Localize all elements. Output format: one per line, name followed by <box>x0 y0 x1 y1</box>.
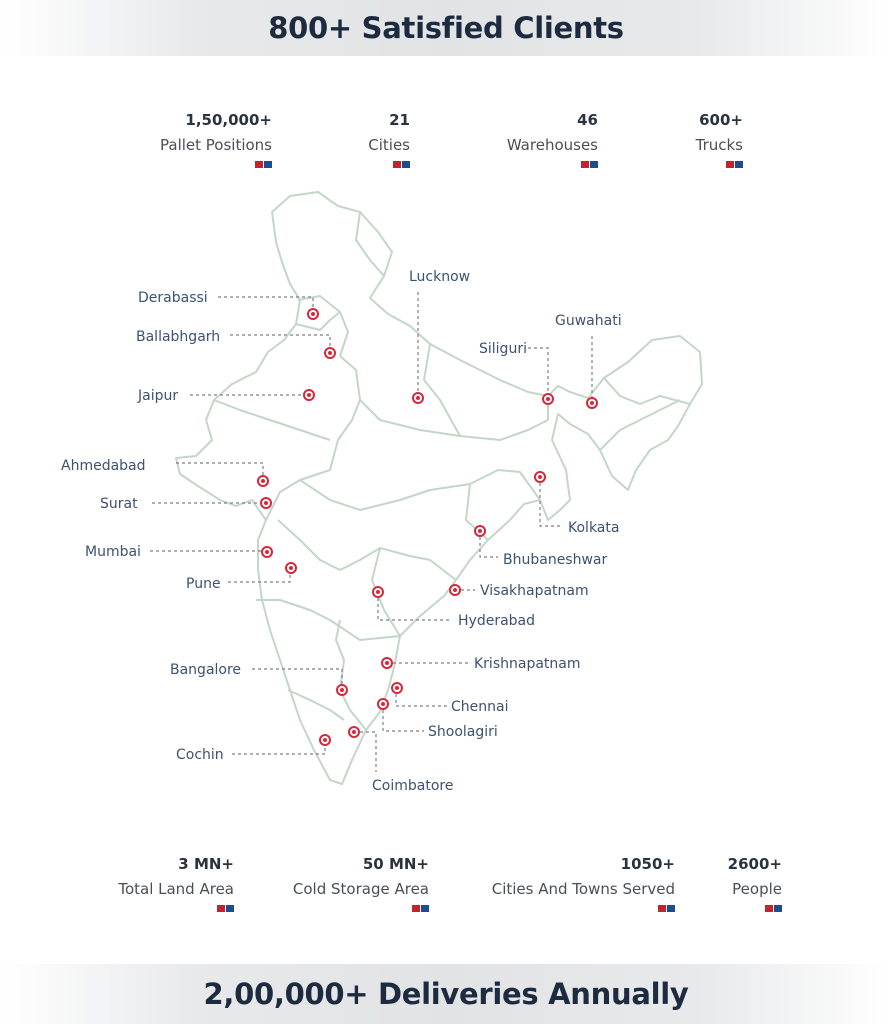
stat-warehouses: 46 Warehouses <box>478 111 598 168</box>
marker-icon <box>534 471 546 483</box>
stat-value: 600+ <box>699 111 743 129</box>
stat-label: People <box>732 880 782 898</box>
marker-icon <box>336 684 348 696</box>
map-outline <box>175 191 703 785</box>
stat-cities: 21 Cities <box>330 111 410 168</box>
flag-icon <box>120 161 272 168</box>
marker-icon <box>261 546 273 558</box>
city-label-guwahati: Guwahati <box>555 313 622 329</box>
city-labels: Lucknow Derabassi Ballabhgarh Jaipur Sil… <box>61 269 622 794</box>
stat-value: 2600+ <box>727 855 782 873</box>
city-label-bhubaneshwar: Bhubaneshwar <box>503 552 607 568</box>
marker-icon <box>391 682 403 694</box>
city-label-lucknow: Lucknow <box>409 269 470 285</box>
stat-value: 3 MN+ <box>178 855 234 873</box>
city-label-chennai: Chennai <box>451 699 508 715</box>
flag-icon <box>470 905 675 912</box>
marker-icon <box>257 475 269 487</box>
marker-icon <box>348 726 360 738</box>
flag-icon <box>478 161 598 168</box>
city-label-ballabhgarh: Ballabhgarh <box>136 329 220 345</box>
stat-cities-towns-served: 1050+ Cities And Towns Served <box>470 855 675 912</box>
flag-icon <box>330 161 410 168</box>
flag-icon <box>100 905 234 912</box>
city-label-kolkata: Kolkata <box>568 520 619 536</box>
footer-banner: 2,00,000+ Deliveries Annually <box>0 964 892 1024</box>
city-label-coimbatore: Coimbatore <box>372 778 453 794</box>
marker-icon <box>377 698 389 710</box>
header-title: 800+ Satisfied Clients <box>268 11 624 45</box>
leader-lines <box>150 292 593 772</box>
city-label-visakhapatnam: Visakhapatnam <box>480 583 589 599</box>
marker-icon <box>542 393 554 405</box>
marker-icon <box>474 525 486 537</box>
marker-icon <box>586 397 598 409</box>
city-label-jaipur: Jaipur <box>137 388 178 404</box>
flag-icon <box>715 905 782 912</box>
city-label-ahmedabad: Ahmedabad <box>61 458 146 474</box>
stat-value: 21 <box>389 111 410 129</box>
stat-label: Trucks <box>695 136 743 154</box>
flag-icon <box>660 161 743 168</box>
marker-icon <box>303 389 315 401</box>
marker-icon <box>372 586 384 598</box>
stat-value: 1,50,000+ <box>185 111 272 129</box>
stat-label: Cold Storage Area <box>292 880 429 898</box>
marker-icon <box>307 308 319 320</box>
stat-label: Cities <box>368 136 410 154</box>
city-label-bangalore: Bangalore <box>170 662 241 678</box>
city-label-derabassi: Derabassi <box>138 290 208 306</box>
city-markers <box>257 308 598 746</box>
header-banner: 800+ Satisfied Clients <box>0 0 892 56</box>
city-label-cochin: Cochin <box>176 747 224 763</box>
stat-label: Cities And Towns Served <box>491 880 675 898</box>
footer-title: 2,00,000+ Deliveries Annually <box>203 977 689 1011</box>
stat-total-land-area: 3 MN+ Total Land Area <box>100 855 234 912</box>
flag-icon <box>280 905 429 912</box>
marker-icon <box>381 657 393 669</box>
stat-cold-storage-area: 50 MN+ Cold Storage Area <box>280 855 429 912</box>
stat-label: Total Land Area <box>118 880 234 898</box>
stat-value: 46 <box>577 111 598 129</box>
stat-label: Warehouses <box>506 136 598 154</box>
marker-icon <box>449 584 461 596</box>
city-label-pune: Pune <box>186 576 221 592</box>
city-label-surat: Surat <box>100 496 138 512</box>
city-label-hyderabad: Hyderabad <box>458 613 535 629</box>
stat-trucks: 600+ Trucks <box>660 111 743 168</box>
marker-icon <box>324 347 336 359</box>
marker-icon <box>260 497 272 509</box>
city-label-mumbai: Mumbai <box>85 544 141 560</box>
city-label-shoolagiri: Shoolagiri <box>428 724 498 740</box>
stat-pallet-positions: 1,50,000+ Pallet Positions <box>120 111 272 168</box>
city-label-krishnapatnam: Krishnapatnam <box>474 656 581 672</box>
stat-value: 1050+ <box>620 855 675 873</box>
stat-label: Pallet Positions <box>160 136 272 154</box>
stat-people: 2600+ People <box>715 855 782 912</box>
marker-icon <box>319 734 331 746</box>
marker-icon <box>285 562 297 574</box>
india-map-icon: Lucknow Derabassi Ballabhgarh Jaipur Sil… <box>61 191 703 794</box>
marker-icon <box>412 392 424 404</box>
city-label-siliguri: Siliguri <box>479 341 527 357</box>
stat-value: 50 MN+ <box>362 855 429 873</box>
